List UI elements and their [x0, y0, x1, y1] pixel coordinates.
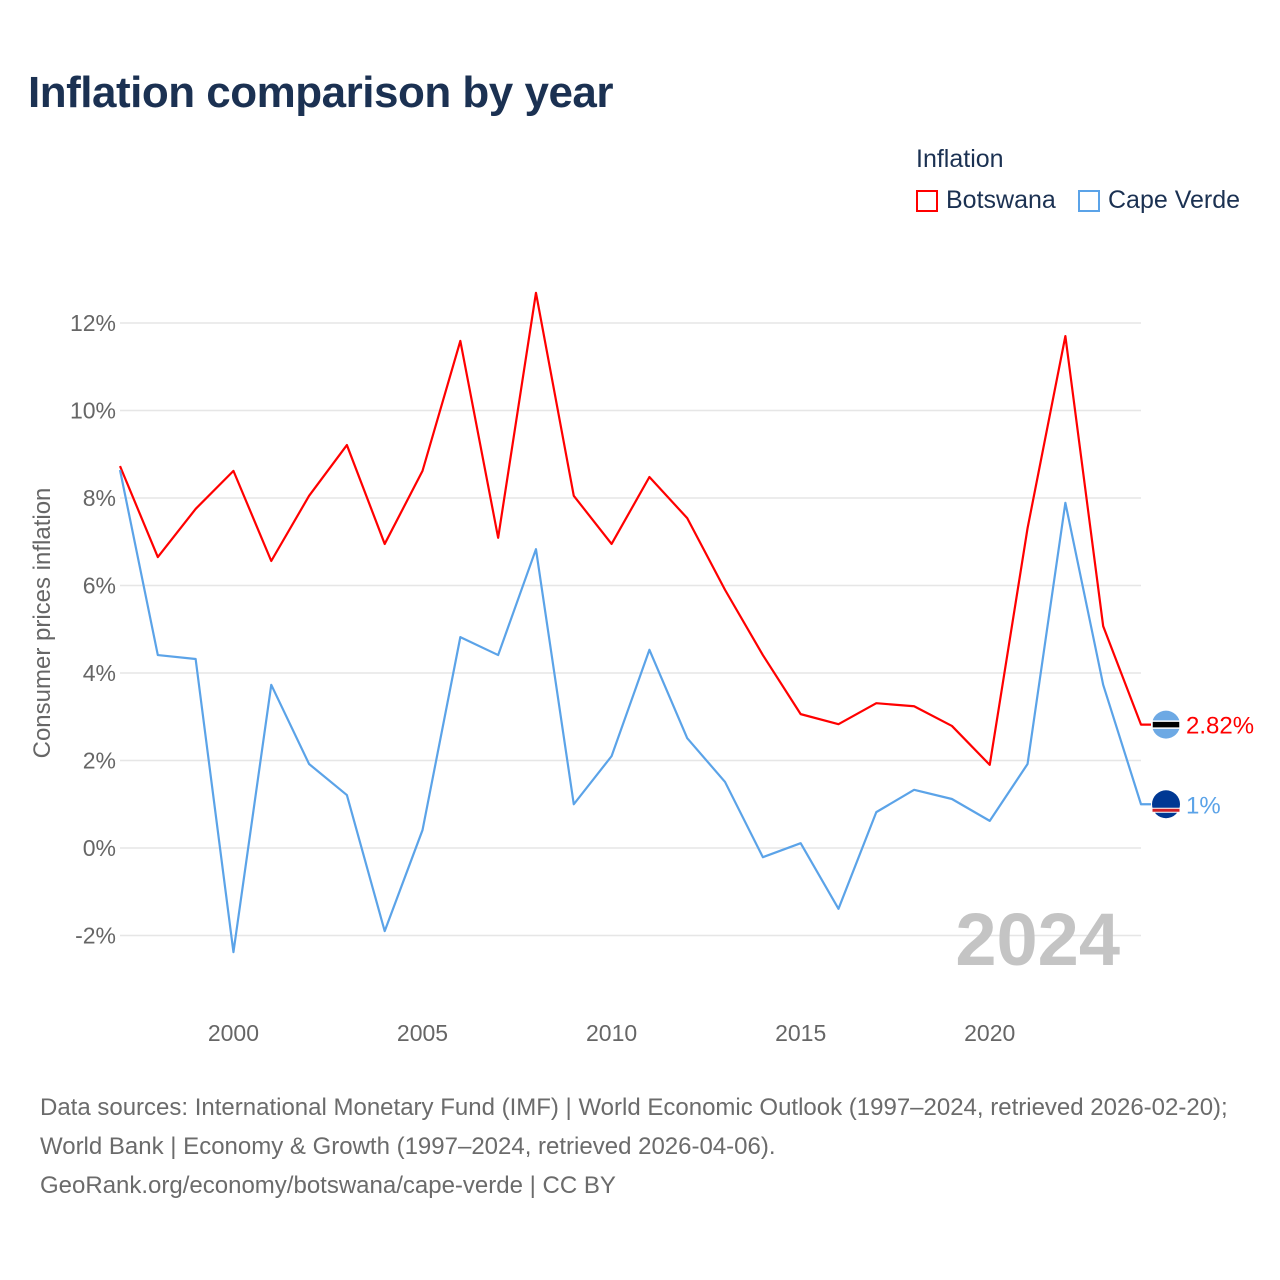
y-tick-label: 10%	[70, 398, 116, 424]
y-tick-label: 0%	[83, 835, 116, 861]
y-tick-label: 2%	[83, 748, 116, 774]
credit-link[interactable]: GeoRank.org/economy/botswana/cape-verde …	[40, 1172, 616, 1199]
x-tick-label: 2005	[397, 1020, 448, 1046]
line-chart: -2% 0% 2% 4% 6% 8% 10% 12% 2000 2005 2010 2015 2020 C…	[29, 291, 1254, 1046]
legend-label-cape-verde: Cape Verde	[1108, 186, 1241, 214]
x-tick-label: 2010	[586, 1020, 637, 1046]
chart-title: Inflation comparison by year	[28, 68, 614, 117]
legend-swatch-cape-verde	[1078, 189, 1100, 212]
x-tick-label: 2020	[964, 1020, 1015, 1046]
y-tick-label: 4%	[83, 660, 116, 686]
y-axis-label: Consumer prices inflation	[29, 488, 56, 759]
data-sources: Data sources: International Monetary Fun…	[40, 1094, 1228, 1160]
end-label-cape-verde: 1%	[1186, 792, 1221, 819]
y-tick-label: -2%	[75, 923, 116, 949]
legend-item-botswana[interactable]: Botswana	[916, 186, 1056, 215]
flag-stripe	[1151, 720, 1181, 729]
y-tick-label: 8%	[83, 485, 116, 511]
series-line-botswana	[118, 291, 1151, 766]
footer: Data sources: International Monetary Fun…	[40, 1088, 1250, 1205]
y-tick-label: 6%	[83, 573, 116, 599]
legend-title: Inflation	[916, 145, 1004, 173]
flag-stripe	[1151, 807, 1181, 813]
series-line-cape-verde	[118, 469, 1151, 954]
year-watermark: 2024	[955, 898, 1120, 981]
legend-swatch-botswana	[916, 189, 938, 212]
x-tick-label: 2015	[775, 1020, 826, 1046]
y-tick-label: 12%	[70, 310, 116, 336]
x-tick-label: 2000	[208, 1020, 259, 1046]
legend-label-botswana: Botswana	[946, 186, 1056, 214]
cape-verde-flag-icon	[1152, 790, 1180, 819]
end-label-botswana: 2.82%	[1186, 713, 1254, 740]
legend-item-cape-verde[interactable]: Cape Verde	[1078, 186, 1240, 215]
